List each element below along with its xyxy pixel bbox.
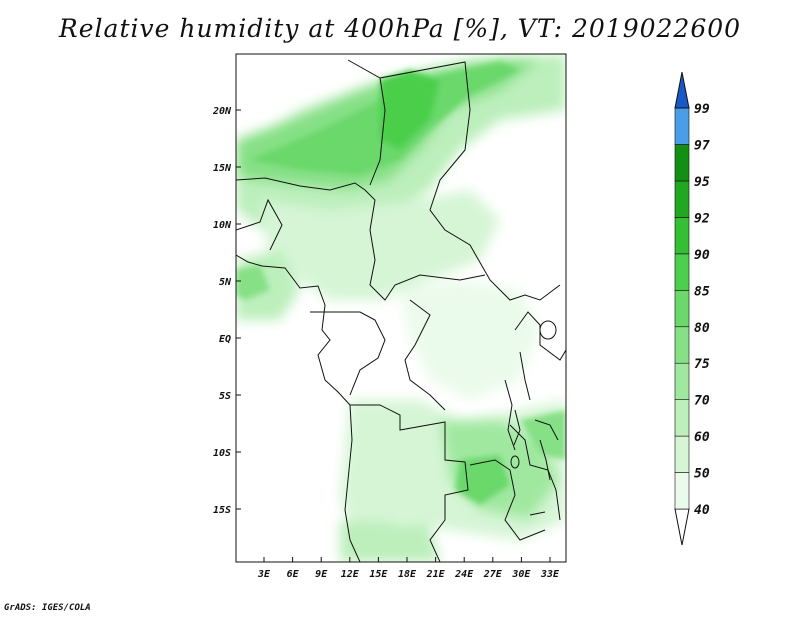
colorbar-swatch xyxy=(674,435,690,473)
colorbar-level-label: 40 xyxy=(694,503,710,518)
lat-tick-label: 5N xyxy=(219,277,232,288)
latitude-axis: 20N 15N 10N 5N EQ 5S 10S 15S xyxy=(212,106,241,516)
lat-tick-label: 10S xyxy=(213,448,231,459)
lon-tick-label: 12E xyxy=(341,569,360,580)
colorbar-swatch xyxy=(674,253,690,291)
colorbar-swatch xyxy=(674,180,690,218)
colorbar-level-label: 50 xyxy=(694,467,710,482)
lon-tick-label: 27E xyxy=(483,569,503,580)
map-title: Relative humidity at 400hPa [%], VT: 201… xyxy=(58,14,742,43)
credit-label: GrADS: IGES/COLA xyxy=(4,603,91,613)
colorbar-over-triangle xyxy=(674,71,690,109)
country-borders xyxy=(236,59,566,562)
humidity-field xyxy=(236,54,566,562)
lon-tick-label: 18E xyxy=(398,569,417,580)
lon-tick-label: 6E xyxy=(287,569,300,580)
lon-tick-label: 33E xyxy=(540,569,560,580)
colorbar-level-label: 60 xyxy=(694,430,710,445)
colorbar-level-label: 95 xyxy=(694,175,710,190)
colorbar-level-label: 97 xyxy=(694,139,710,154)
colorbar-swatch xyxy=(674,217,690,255)
colorbar-swatch xyxy=(674,144,690,182)
map-frame xyxy=(235,53,567,563)
colorbar-level-label: 80 xyxy=(694,321,710,336)
lon-tick-label: 9E xyxy=(315,569,328,580)
colorbar-level-label: 90 xyxy=(694,248,710,263)
colorbar-level-label: 70 xyxy=(694,394,710,409)
lon-tick-label: 21E xyxy=(426,569,446,580)
colorbar-swatch xyxy=(674,326,690,364)
colorbar-under-triangle xyxy=(674,508,690,546)
colorbar-swatch xyxy=(674,472,690,510)
lat-tick-label: EQ xyxy=(219,334,231,345)
lat-tick-label: 15S xyxy=(213,505,231,516)
lat-tick-label: 5S xyxy=(219,391,231,402)
colorbar: 40 50 60 70 75 80 85 90 92 95 97 99 xyxy=(674,71,710,546)
lat-tick-label: 15N xyxy=(213,163,232,174)
lon-tick-label: 24E xyxy=(454,569,474,580)
lon-tick-label: 30E xyxy=(511,569,531,580)
lat-tick-label: 10N xyxy=(213,220,232,231)
lon-tick-label: 15E xyxy=(369,569,388,580)
lat-tick-label: 20N xyxy=(212,106,232,117)
colorbar-level-label: 92 xyxy=(694,211,710,226)
colorbar-swatch xyxy=(674,289,690,328)
lon-tick-label: 3E xyxy=(257,569,271,580)
colorbar-level-label: 75 xyxy=(694,357,710,372)
colorbar-level-label: 99 xyxy=(694,102,710,117)
lakes xyxy=(510,320,557,516)
colorbar-swatch xyxy=(674,362,690,400)
colorbar-swatch xyxy=(674,399,690,437)
colorbar-swatch xyxy=(674,107,690,145)
longitude-axis: 3E 6E 9E 12E 15E 18E 21E 24E 27E 30E 33E xyxy=(257,557,560,580)
colorbar-level-label: 85 xyxy=(694,284,710,299)
